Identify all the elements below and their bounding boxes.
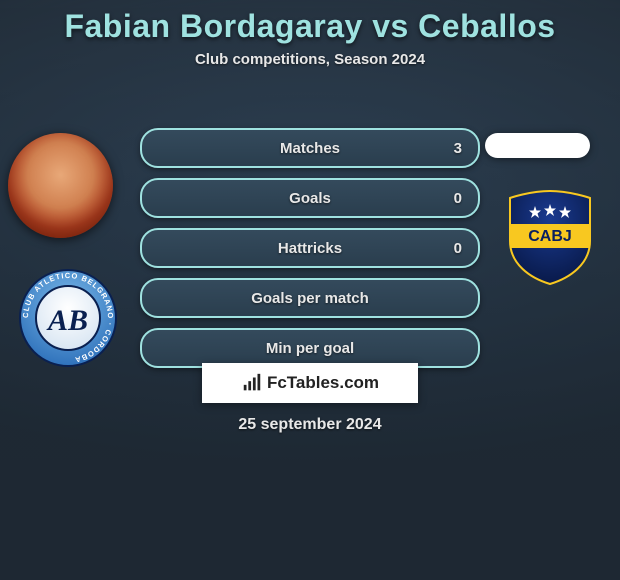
stat-row-goals-per-match: Goals per match — [140, 278, 480, 318]
stat-row-goals: Goals 0 — [140, 178, 480, 218]
stat-label: Hattricks — [142, 240, 478, 257]
stat-row-matches: Matches 3 — [140, 128, 480, 168]
stat-value-right: 0 — [454, 190, 462, 207]
page-title: Fabian Bordagaray vs Ceballos — [0, 8, 620, 45]
stat-label: Goals — [142, 190, 478, 207]
stat-row-min-per-goal: Min per goal — [140, 328, 480, 368]
subtitle: Club competitions, Season 2024 — [0, 51, 620, 68]
club-initials-left: AB — [46, 304, 88, 337]
stat-label: Min per goal — [142, 340, 478, 357]
stat-label: Goals per match — [142, 290, 478, 307]
stats-block: Matches 3 Goals 0 Hattricks 0 Goals per … — [140, 128, 480, 378]
club-badge-right: CABJ — [500, 186, 600, 286]
brand-box: FcTables.com — [202, 363, 418, 403]
club-initials-right: CABJ — [528, 228, 572, 245]
bars-icon — [241, 372, 263, 394]
player-photo-left — [8, 133, 113, 238]
stat-row-hattricks: Hattricks 0 — [140, 228, 480, 268]
stat-label: Matches — [142, 140, 478, 157]
stat-value-right: 3 — [454, 140, 462, 157]
brand-text: FcTables.com — [267, 373, 379, 393]
date-text: 25 september 2024 — [0, 416, 620, 434]
player-photo-right — [485, 133, 590, 158]
club-badge-left: CLUB ATLETICO BELGRANO · CORDOBA AB — [18, 268, 118, 368]
stat-value-right: 0 — [454, 240, 462, 257]
